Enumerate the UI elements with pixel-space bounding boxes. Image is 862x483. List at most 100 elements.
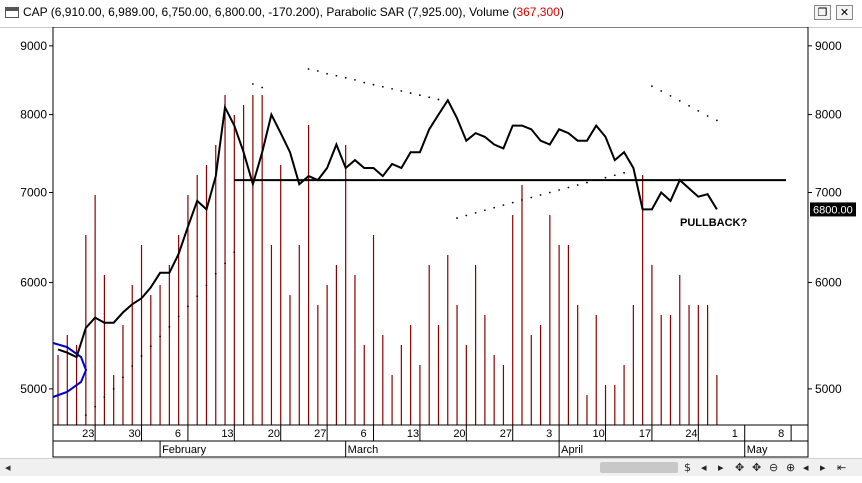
x-tick-label: 27 [500,428,512,440]
x-axis-months [52,440,809,458]
title-prefix: CAP (6,910.00, 6,989.00, 6,750.00, 6,800… [23,5,517,19]
sar-dot [567,186,570,189]
sar-dot [669,95,672,97]
pan-icon[interactable]: ✥ [752,461,762,474]
sar-dot [576,184,579,186]
x-tick-label: 1 [732,428,738,440]
zoom-out-icon[interactable]: ⊖ [769,461,779,474]
sar-dot [214,272,217,275]
sar-dot [261,86,264,89]
sar-dot [623,171,625,174]
sar-dot [363,81,366,84]
sar-dot [326,72,329,75]
arrow-left-icon[interactable]: ◂ [701,461,707,474]
sar-dot [409,92,412,94]
sar-dot [177,315,180,318]
restore-button[interactable]: ❐ [814,5,831,20]
sar-dot [502,204,505,207]
bottom-toolbar: ◂ $ ◂ ▸ ✥ ✥ ⊖ ⊕ ◂ ▸ ⇤ [0,458,862,476]
sar-dot [307,68,310,70]
sar-dot [660,90,663,92]
x-tick-label: 20 [268,428,280,440]
sar-dot [558,189,561,191]
sar-dot [613,174,616,177]
sar-dot [159,335,161,338]
sar-dot [465,214,468,217]
sar-dot [84,414,87,417]
y-tick-label-right: 6000 [815,275,842,289]
x-tick-label: 30 [129,428,141,440]
sar-dot [456,217,458,219]
sar-dot [539,194,542,196]
move-icon[interactable]: ✥ [735,461,745,474]
y-tick-label-right: 9000 [815,39,842,53]
y-tick-label-right: 8000 [815,108,842,122]
dollar-icon[interactable]: $ [684,461,691,474]
x-tick-label: 10 [593,428,605,440]
x-tick-label: 8 [778,428,784,440]
zoom-in-icon[interactable]: ⊕ [786,461,796,474]
horizontal-scrollbar[interactable] [20,462,678,473]
sar-dot [149,345,152,348]
sar-dot [483,209,486,212]
y-tick-label-left: 9000 [20,39,47,53]
y-tick-label-left: 6000 [20,275,47,289]
sar-dot [688,104,690,107]
sar-dot [651,85,653,87]
x-tick-label: 24 [685,428,697,440]
month-label: May [747,444,768,456]
sar-dot [251,83,254,85]
sar-dot [122,376,124,379]
month-label: April [561,444,583,456]
sar-dot [391,87,393,90]
sar-dot [372,83,375,86]
y-tick-label-right: 7000 [815,186,842,200]
x-tick-label: 3 [546,428,552,440]
sar-dot [548,191,551,194]
pullback-annotation: PULLBACK? [680,217,747,229]
x-tick-label: 6 [361,428,367,440]
sar-dot [530,196,533,199]
x-tick-label: 20 [453,428,465,440]
next-icon[interactable]: ▸ [820,461,826,474]
scrollbar-thumb[interactable] [600,462,678,473]
title-suffix: ) [559,5,564,19]
y-tick-label-left: 8000 [20,108,47,122]
sar-dot [140,355,143,357]
window-title: CAP (6,910.00, 6,989.00, 6,750.00, 6,800… [23,5,564,19]
reset-icon[interactable]: ⇤ [837,461,847,474]
x-tick-label: 6 [175,428,181,440]
x-tick-label: 17 [639,428,651,440]
sar-dot [678,99,681,102]
sar-dot [697,110,700,112]
volume-profile-curve [52,342,88,398]
last-value-box [810,202,856,217]
sar-dot [521,199,523,201]
sar-dot [437,98,440,101]
arrow-right-icon[interactable]: ▸ [718,461,724,474]
sar-dot [493,206,496,209]
prev-icon[interactable]: ◂ [803,461,809,474]
sar-dot [233,251,236,254]
title-bar[interactable]: CAP (6,910.00, 6,989.00, 6,750.00, 6,800… [0,0,862,28]
x-tick-label: 23 [82,428,94,440]
sar-dot [344,76,347,79]
close-button[interactable]: ✕ [836,5,853,20]
sar-dot [94,405,97,408]
price-line [57,98,718,359]
sar-dot [103,396,106,399]
sar-dot [474,211,477,214]
x-tick-label: 13 [221,428,233,440]
scroll-left-arrow-icon[interactable]: ◂ [5,461,11,474]
sar-dot [419,94,421,97]
sar-dot [112,387,115,390]
stock-chart[interactable]: 5000 5000 6000 6000 7000 7000 8000 8000 9000 9000… [0,27,862,458]
sar-dot [335,74,338,77]
last-value-label: 6800.00 [813,204,853,216]
sar-dot [604,176,607,179]
x-tick-label: 27 [314,428,326,440]
sar-dot [131,365,134,367]
month-label: February [162,444,207,456]
sar-dot [316,70,319,72]
